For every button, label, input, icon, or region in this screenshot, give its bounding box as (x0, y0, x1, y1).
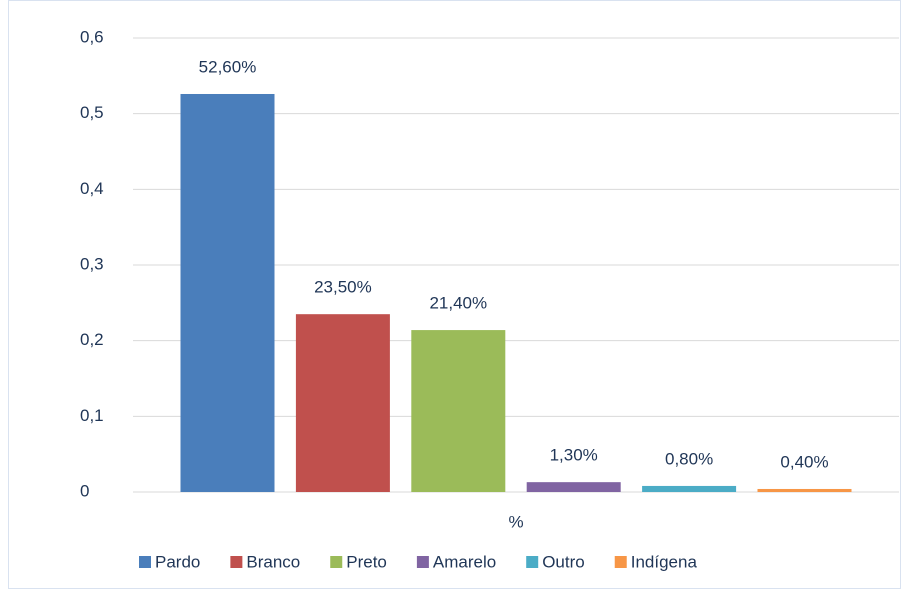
data-label: 21,40% (429, 294, 487, 313)
data-label: 0,40% (780, 452, 828, 471)
data-label: 23,50% (314, 278, 372, 297)
bar (757, 488, 852, 492)
y-tick-label: 0 (80, 481, 89, 500)
legend-swatch (139, 556, 151, 568)
y-tick-label: 0,1 (80, 406, 104, 425)
bar (526, 482, 621, 492)
y-tick-label: 0,5 (80, 103, 104, 122)
bar (295, 314, 390, 492)
legend-label: Preto (346, 552, 387, 571)
data-label: 52,60% (199, 57, 257, 76)
legend-swatch (614, 556, 627, 568)
x-axis-label: % (508, 512, 523, 531)
legend-label: Indígena (631, 552, 698, 571)
y-tick-label: 0,6 (80, 27, 104, 46)
legend-label: Branco (246, 552, 300, 571)
bar (411, 330, 506, 492)
data-label: 0,80% (665, 449, 713, 468)
bar (180, 93, 275, 492)
y-tick-label: 0,3 (80, 254, 104, 273)
y-tick-label: 0,4 (80, 179, 104, 198)
legend-swatch (230, 556, 243, 568)
legend-swatch (330, 556, 343, 568)
bar (642, 485, 737, 492)
chart-border (8, 0, 901, 589)
legend-label: Pardo (155, 552, 200, 571)
legend-label: Amarelo (433, 552, 496, 571)
data-label: 1,30% (550, 446, 598, 465)
y-tick-label: 0,2 (80, 330, 104, 349)
legend-swatch (416, 556, 429, 568)
legend-swatch (526, 556, 539, 568)
legend-label: Outro (542, 552, 585, 571)
